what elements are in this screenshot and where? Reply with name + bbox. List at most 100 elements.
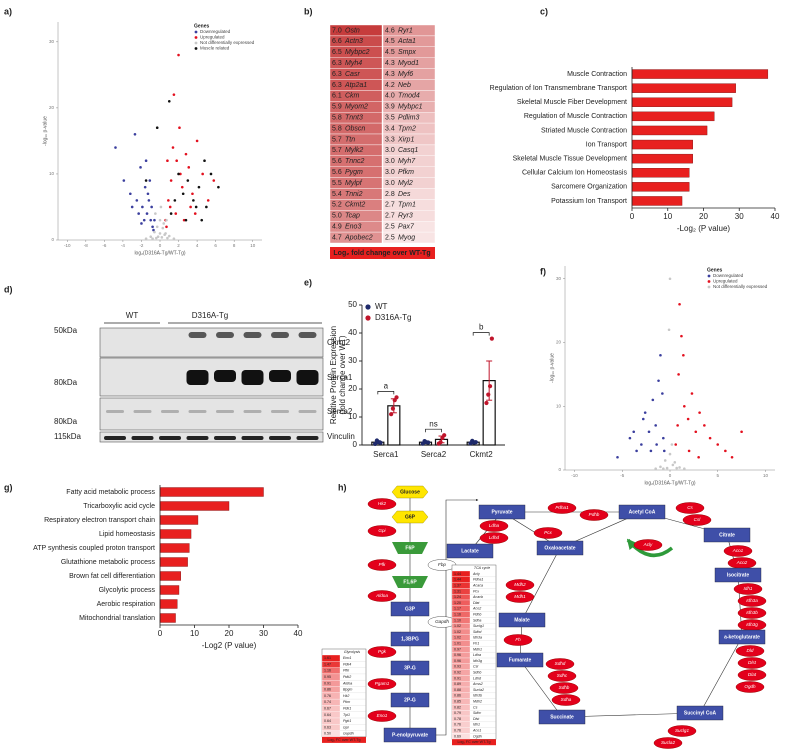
table-value: 0.85 xyxy=(454,699,461,703)
point xyxy=(690,392,694,395)
y-tick-label: 30 xyxy=(556,276,562,281)
cell-gene: Pax7 xyxy=(398,223,415,230)
enzyme-node xyxy=(737,607,767,619)
point xyxy=(703,424,706,427)
category-label: Respiratory electron transport chain xyxy=(44,517,155,524)
point xyxy=(390,406,396,411)
point xyxy=(651,398,655,402)
node-label: Aco2 xyxy=(736,560,748,565)
legend-title: Genes xyxy=(707,267,723,273)
point xyxy=(153,218,156,222)
point xyxy=(655,443,658,446)
cell-value: 3.9 xyxy=(385,104,395,111)
cell-value: 4.6 xyxy=(385,27,395,34)
legend-marker xyxy=(194,30,198,34)
table-value: 1.02 xyxy=(454,636,461,640)
legend-marker xyxy=(707,285,711,289)
point xyxy=(114,146,117,149)
bar xyxy=(631,196,683,206)
category-label: Mitochondrial translation xyxy=(79,615,155,622)
cell-gene: Tnni2 xyxy=(345,191,363,198)
point xyxy=(378,440,383,445)
point xyxy=(150,205,153,209)
point xyxy=(141,205,144,209)
cell-value: 2.5 xyxy=(385,234,395,241)
table-gene: Eno1 xyxy=(343,656,351,660)
cell-gene: Tpm2 xyxy=(398,125,416,132)
category-label: Potassium Ion Transport xyxy=(551,198,627,205)
band xyxy=(298,410,317,413)
table-gene: Idh3g xyxy=(473,659,482,663)
point xyxy=(217,185,220,189)
node-label: Isocitrate xyxy=(727,572,749,578)
y-axis-label: Relative Protein Expression xyxy=(329,326,338,424)
heatmap-cell xyxy=(382,231,436,244)
y-tick-label: 0 xyxy=(353,440,358,449)
legend-marker xyxy=(365,304,371,310)
point xyxy=(212,179,216,182)
annotation: ns xyxy=(429,419,437,428)
cell-value: 2.7 xyxy=(385,202,395,209)
node-label: Eno1 xyxy=(377,713,388,718)
metabolite-node xyxy=(538,709,586,725)
point xyxy=(394,395,399,400)
point xyxy=(179,172,182,176)
cell-gene: Pfkm xyxy=(398,169,414,176)
band xyxy=(159,436,181,440)
table-gene: Acly xyxy=(472,572,480,576)
cell-value: 4.5 xyxy=(385,49,395,56)
cell-value: 3.0 xyxy=(385,158,395,165)
table-value: 1.61 xyxy=(324,656,331,660)
node-label: 3P-G xyxy=(404,665,416,671)
acly-arrow xyxy=(626,538,674,558)
point xyxy=(173,199,177,202)
point xyxy=(662,449,666,453)
table-value: 0.89 xyxy=(454,682,461,686)
table-value: 0.91 xyxy=(324,681,331,685)
metabolite-node xyxy=(703,527,751,543)
point xyxy=(442,433,447,438)
table-value: 0.93 xyxy=(454,665,461,669)
band xyxy=(161,410,179,413)
point xyxy=(130,205,134,209)
cell-value: 5.4 xyxy=(332,191,342,198)
point xyxy=(168,205,172,209)
y-tick-label: 30 xyxy=(348,356,357,365)
point xyxy=(129,192,132,196)
table-value: 0.97 xyxy=(454,647,461,651)
table-gene: Cs xyxy=(473,705,478,709)
x-tick-label: 10 xyxy=(763,473,769,478)
point xyxy=(484,400,489,406)
table-value: 0.76 xyxy=(324,694,331,698)
node-label: Malate xyxy=(514,617,530,623)
metabolite-node xyxy=(498,612,546,628)
point xyxy=(154,236,158,240)
point xyxy=(167,234,171,238)
table-gene: Suclg1 xyxy=(473,624,484,628)
cell-value: 6.3 xyxy=(332,82,342,89)
table-gene: Sdhc xyxy=(473,711,481,715)
table-gene: Fh1 xyxy=(473,641,479,645)
table-footer-label: Log₂ FC over WT-Tg xyxy=(328,738,361,742)
cell-value: 5.9 xyxy=(332,104,342,111)
bar xyxy=(159,487,264,497)
x-tick-label: -8 xyxy=(84,243,88,248)
significance-bracket xyxy=(425,428,442,433)
node-label: 2P-G xyxy=(404,697,416,703)
point xyxy=(169,212,173,215)
y-tick-label: 10 xyxy=(556,403,562,408)
point xyxy=(140,222,143,225)
legend-label: WT xyxy=(375,302,388,311)
table-title: Glycolysis xyxy=(344,650,360,654)
enzyme-node xyxy=(545,658,575,670)
table-gene: Pcx xyxy=(473,589,479,593)
enzyme-node xyxy=(735,681,765,693)
panel-label: a) xyxy=(4,6,12,16)
point xyxy=(135,199,139,202)
band xyxy=(271,332,289,338)
point xyxy=(649,449,653,453)
pathway-arrow xyxy=(519,659,563,718)
table-gene: Gpi xyxy=(343,725,349,729)
cell-gene: Ckmt2 xyxy=(345,202,365,209)
